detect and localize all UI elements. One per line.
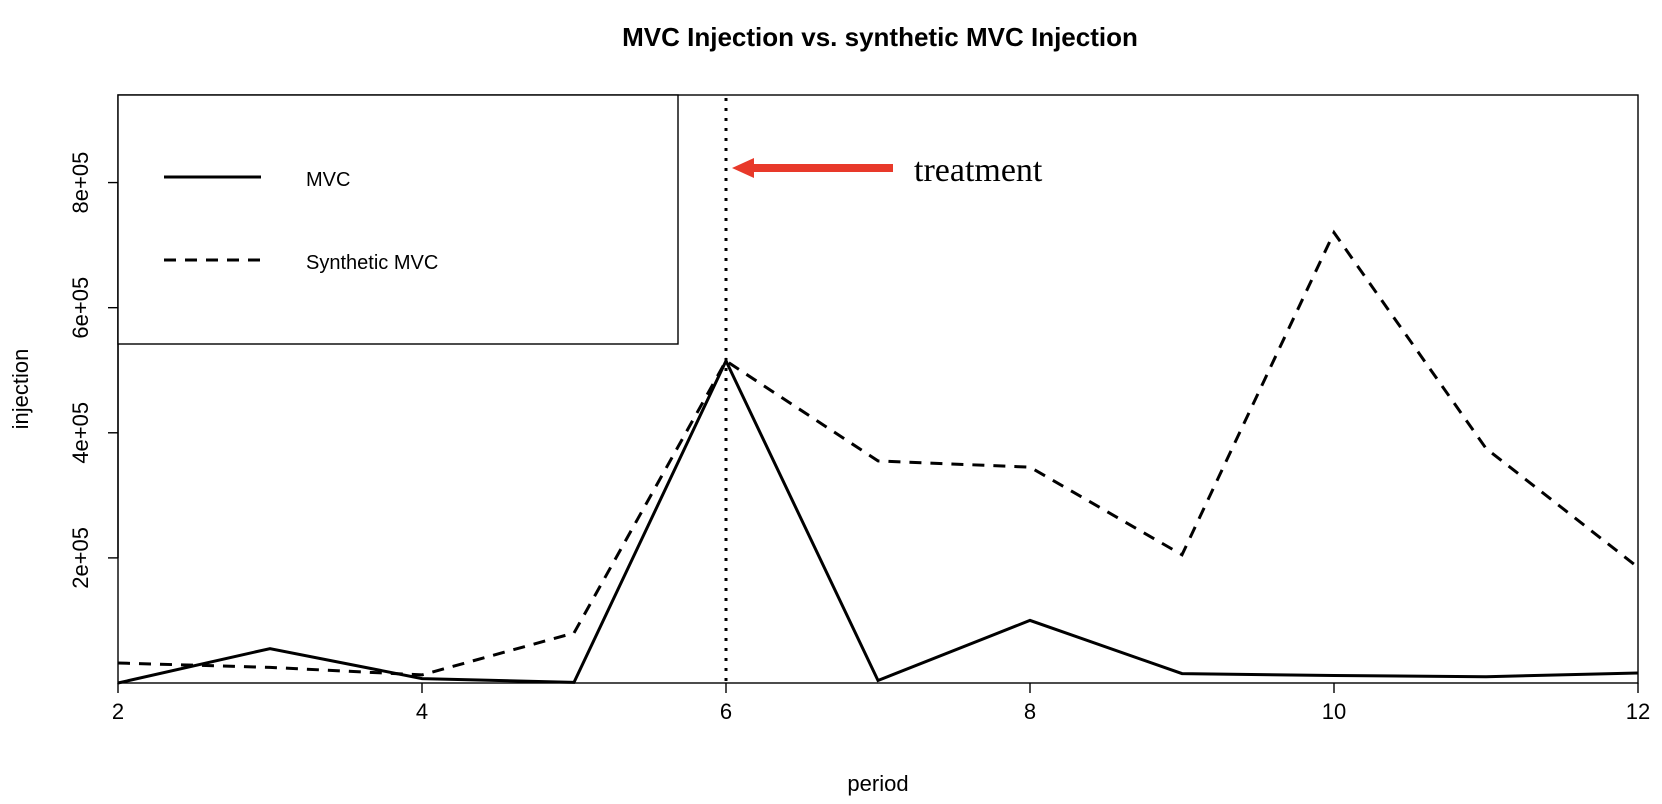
treatment-arrow-head bbox=[732, 158, 754, 178]
y-axis: 2e+05 4e+05 6e+05 8e+05 bbox=[68, 152, 119, 589]
y-tick-label: 4e+05 bbox=[68, 402, 93, 464]
legend-box bbox=[117, 94, 679, 345]
legend-label-mvc: MVC bbox=[306, 169, 350, 191]
legend: MVC Synthetic MVC bbox=[117, 94, 679, 345]
y-axis-label: injection bbox=[8, 349, 33, 430]
series-line-mvc bbox=[117, 357, 1639, 685]
x-tick-label: 6 bbox=[720, 699, 732, 724]
x-axis-label: period bbox=[847, 771, 908, 796]
series-layer bbox=[117, 229, 1639, 685]
x-tick-label: 4 bbox=[416, 699, 428, 724]
y-tick-label: 6e+05 bbox=[68, 277, 93, 339]
x-tick-label: 8 bbox=[1024, 699, 1036, 724]
x-tick-label: 12 bbox=[1626, 699, 1650, 724]
y-tick-label: 8e+05 bbox=[68, 152, 93, 214]
series-line-synthetic-mvc bbox=[117, 229, 1639, 677]
treatment-annotation: treatment bbox=[732, 152, 1043, 189]
treatment-label: treatment bbox=[914, 152, 1043, 189]
y-tick-label: 2e+05 bbox=[68, 527, 93, 589]
x-tick-label: 2 bbox=[112, 699, 124, 724]
chart-title: MVC Injection vs. synthetic MVC Injectio… bbox=[622, 22, 1138, 52]
legend-label-synthetic-mvc: Synthetic MVC bbox=[306, 252, 438, 274]
x-axis: 2 4 6 8 10 12 bbox=[112, 683, 1650, 724]
x-tick-label: 10 bbox=[1322, 699, 1346, 724]
